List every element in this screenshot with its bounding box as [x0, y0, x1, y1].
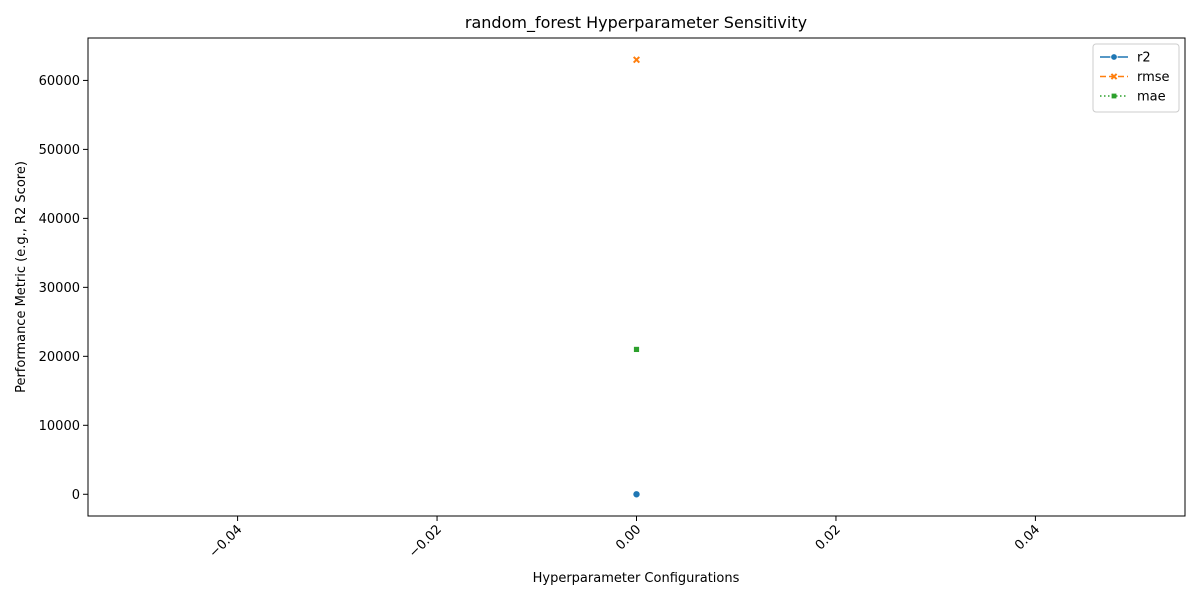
chart-title: random_forest Hyperparameter Sensitivity [465, 13, 807, 33]
y-tick-label: 30000 [39, 281, 80, 296]
legend-marker-rmse [1110, 73, 1118, 80]
plot-frame [87, 37, 1186, 517]
legend: r2 rmse mae [1092, 43, 1180, 113]
data-marks [632, 56, 641, 499]
x-axis-ticks: −0.04 −0.02 0.00 0.02 0.04 [207, 516, 1043, 561]
legend-item-r2: r2 [1100, 51, 1151, 66]
legend-item-rmse: rmse [1100, 70, 1170, 85]
y-tick-label: 40000 [39, 212, 80, 227]
y-tick-label: 60000 [39, 74, 80, 89]
legend-marker-r2 [1110, 53, 1118, 61]
legend-marker-mae [1111, 93, 1117, 99]
y-tick-label: 10000 [39, 419, 80, 434]
legend-item-mae: mae [1100, 90, 1166, 105]
legend-label-mae: mae [1137, 90, 1166, 105]
x-tick-label: 0.00 [613, 522, 644, 553]
y-tick-label: 0 [72, 488, 80, 503]
y-axis-label: Performance Metric (e.g., R2 Score) [14, 161, 29, 393]
data-point-mae [633, 346, 640, 353]
y-tick-label: 20000 [39, 350, 80, 365]
data-point-rmse [632, 56, 641, 64]
x-axis-label: Hyperparameter Configurations [533, 571, 740, 586]
plot-area [87, 37, 1186, 517]
data-point-r2 [632, 490, 641, 499]
y-tick-label: 50000 [39, 143, 80, 158]
x-tick-label: −0.02 [406, 522, 445, 561]
x-tick-label: 0.02 [813, 522, 844, 553]
legend-label-r2: r2 [1137, 51, 1151, 66]
x-tick-label: 0.04 [1012, 522, 1043, 553]
y-axis-ticks: 0 10000 20000 30000 40000 50000 60000 [39, 74, 88, 503]
legend-label-rmse: rmse [1137, 70, 1170, 85]
x-tick-label: −0.04 [207, 522, 246, 561]
